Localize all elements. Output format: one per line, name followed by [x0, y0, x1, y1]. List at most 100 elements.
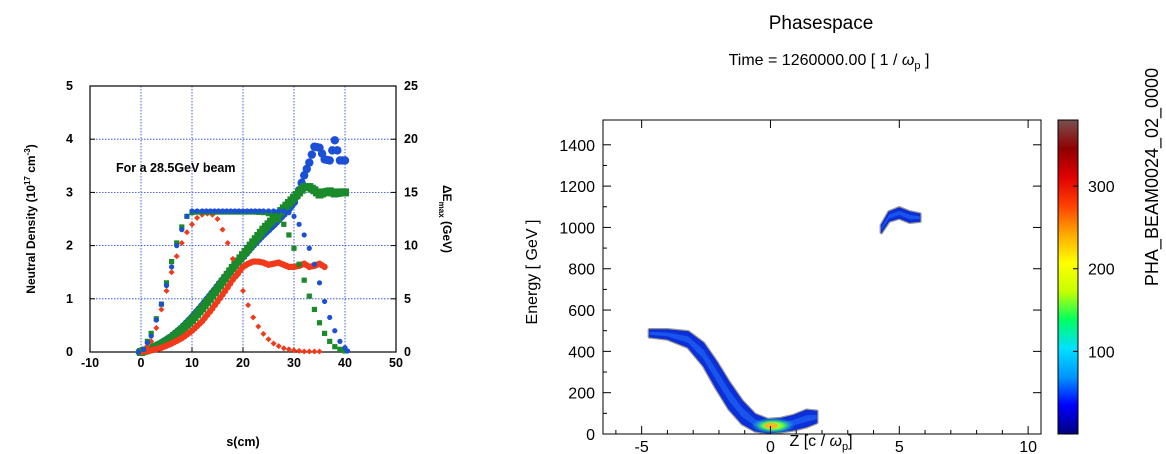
y-tick-label: 0 — [586, 427, 595, 444]
data-point-green-left — [332, 344, 338, 350]
phasespace-title: Phasespace — [769, 13, 874, 34]
data-point-red-left — [316, 348, 323, 355]
y-tick-label: 1200 — [559, 179, 595, 196]
data-point-red-left — [194, 214, 201, 221]
data-point-red-left — [189, 221, 195, 228]
y-right-tick-label: 5 — [404, 292, 411, 306]
x-tick-label: -10 — [81, 356, 99, 370]
data-point-blue-left — [316, 280, 323, 286]
data-point-blue-left — [148, 333, 154, 339]
data-point-red-left — [245, 302, 252, 309]
data-point-red-left — [265, 336, 272, 343]
data-point-green-left — [316, 320, 323, 326]
data-point-blue-left — [301, 232, 307, 238]
data-point-red-left — [158, 306, 165, 313]
data-point-blue-left — [296, 221, 302, 227]
data-point-blue-left — [224, 208, 230, 214]
data-point-green-left — [179, 224, 185, 230]
y-left-tick-label: 1 — [66, 292, 73, 306]
x-tick-label: 0 — [138, 356, 145, 370]
colorbar-tick-label: 100 — [1088, 344, 1115, 361]
data-point-blue-left — [174, 243, 180, 249]
data-point-red-left — [168, 269, 175, 276]
main-beam-distribution-core — [649, 331, 817, 429]
left-chart-points — [135, 136, 351, 357]
data-point-red-left — [291, 347, 297, 354]
data-point-blue-left — [240, 208, 246, 214]
data-point-blue-left — [169, 264, 175, 270]
colorbar — [1057, 119, 1079, 435]
data-point-red-left — [178, 239, 185, 246]
data-point-green-left — [291, 245, 297, 251]
data-point-blue-left — [291, 213, 297, 219]
data-point-red-left — [270, 340, 277, 347]
y-right-tick-label: 15 — [404, 185, 418, 199]
data-point-green-left — [286, 232, 292, 238]
data-point-red-left — [260, 330, 267, 337]
x-tick-label: -5 — [635, 439, 649, 454]
data-point-blue-right — [340, 156, 350, 165]
data-point-blue-left — [179, 227, 185, 233]
data-point-blue-right — [305, 158, 314, 167]
data-point-blue-left — [337, 338, 343, 344]
data-point-blue-left — [306, 245, 312, 251]
data-point-blue-right — [330, 136, 339, 145]
right-chart: Phasespace Time = 1260000.00 [ 1 / ωp ] … — [524, 13, 1163, 454]
data-point-blue-right — [325, 156, 334, 165]
y-left-tick-label: 0 — [66, 345, 73, 359]
accelerated-bunch-core — [881, 210, 920, 231]
data-point-blue-left — [203, 208, 209, 214]
data-point-red-left — [234, 271, 241, 278]
colorbar-label: PHA_BEAM0024_02_0000 — [1142, 68, 1163, 286]
data-point-red-left — [250, 314, 257, 321]
data-point-blue-left — [140, 346, 147, 352]
data-point-red-left — [275, 343, 282, 350]
x-tick-label: 50 — [389, 356, 403, 370]
data-point-green-left — [174, 240, 180, 246]
data-point-blue-left — [276, 208, 282, 214]
data-point-blue-left — [327, 314, 333, 321]
data-point-green-left — [322, 330, 328, 336]
data-point-blue-left — [311, 261, 317, 267]
y-right-tick-label: 0 — [404, 345, 411, 359]
y-tick-label: 200 — [568, 386, 595, 403]
colorbar-tick-label: 300 — [1088, 179, 1115, 196]
data-point-blue-left — [248, 208, 254, 214]
data-point-red-left — [173, 253, 180, 260]
y-right-tick-label: 20 — [404, 132, 418, 146]
data-point-green-left — [327, 338, 333, 344]
x-tick-label: 0 — [766, 439, 775, 454]
data-point-blue-left — [265, 208, 272, 214]
data-point-green-left — [163, 280, 170, 286]
data-point-green-left — [301, 277, 307, 283]
x-tick-label: 40 — [338, 356, 352, 370]
data-point-blue-left — [144, 340, 150, 346]
data-point-blue-left — [184, 213, 190, 219]
data-point-green-left — [169, 258, 175, 265]
data-point-red-right — [321, 263, 328, 271]
data-point-blue-left — [332, 328, 338, 334]
data-point-green-left — [337, 346, 343, 352]
data-point-blue-left — [344, 348, 351, 354]
x-tick-label: 10 — [185, 356, 199, 370]
right-plot-frame — [602, 119, 1042, 435]
y-left-tick-label: 2 — [66, 239, 73, 253]
data-point-blue-left — [189, 208, 195, 214]
data-point-blue-left — [135, 349, 142, 355]
data-point-blue-right — [333, 146, 342, 155]
data-point-green-left — [306, 293, 312, 299]
phasespace-y-axis-label: Energy [ GeV ] — [524, 220, 541, 325]
data-point-blue-left — [271, 208, 277, 214]
density-peak — [764, 422, 779, 429]
right-chart-ticks: -5 0 5 10 0 200 400 600 800 1000 1200 1400 — [559, 120, 1041, 454]
right-y-axis-label: ΔEmax (GeV) — [437, 185, 454, 253]
x-tick-label: 20 — [236, 356, 250, 370]
y-right-tick-label: 10 — [404, 239, 418, 253]
data-point-green-left — [281, 221, 287, 227]
phasespace-density — [647, 206, 922, 434]
data-point-red-left — [163, 287, 170, 294]
phasespace-x-axis-label: Z [c / ωp] — [789, 433, 852, 453]
data-point-blue-left — [236, 208, 242, 214]
